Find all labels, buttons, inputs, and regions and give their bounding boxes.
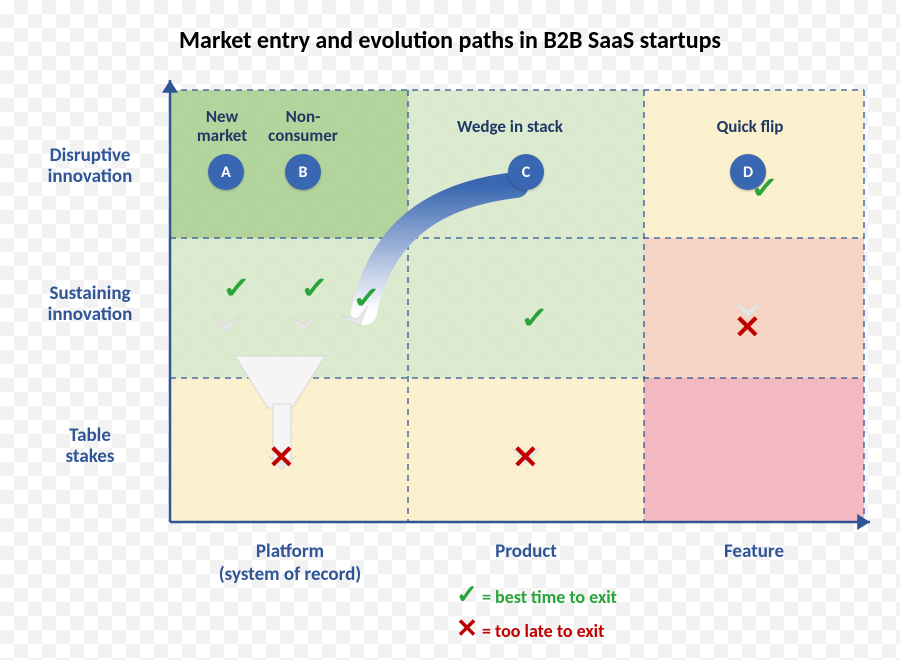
col-label-platform: Platform(system of record) bbox=[180, 540, 400, 586]
cell-label: Wedge in stack bbox=[440, 118, 580, 137]
legend-row: ✓= best time to exit bbox=[452, 578, 617, 610]
cross-icon: ✕ bbox=[452, 612, 482, 644]
row-label-table: Tablestakes bbox=[15, 426, 165, 468]
cell-table-feature bbox=[644, 378, 864, 522]
check-icon: ✓ bbox=[352, 280, 381, 317]
node-C: C bbox=[508, 154, 544, 190]
legend-row: ✕= too late to exit bbox=[452, 612, 604, 644]
cross-icon: ✕ bbox=[512, 438, 539, 477]
col-label-feature: Feature bbox=[644, 540, 864, 563]
node-B: B bbox=[285, 154, 321, 190]
check-icon: ✓ bbox=[300, 270, 329, 307]
cross-icon: ✕ bbox=[734, 308, 761, 347]
cell-label: Quick flip bbox=[680, 118, 820, 137]
check-icon: ✓ bbox=[222, 270, 251, 307]
check-icon: ✓ bbox=[750, 170, 779, 207]
col-label-product: Product bbox=[416, 540, 636, 563]
legend-text: = best time to exit bbox=[482, 586, 617, 608]
cell-label: Non-consumer bbox=[233, 108, 373, 145]
cross-icon: ✕ bbox=[268, 438, 295, 477]
legend-text: = too late to exit bbox=[482, 620, 604, 642]
node-A: A bbox=[208, 154, 244, 190]
check-icon: ✓ bbox=[520, 300, 549, 337]
row-label-disruptive: Disruptiveinnovation bbox=[15, 146, 165, 188]
row-label-sustaining: Sustaininginnovation bbox=[15, 284, 165, 326]
diagram-stage: Market entry and evolution paths in B2B … bbox=[0, 0, 900, 660]
check-icon: ✓ bbox=[452, 578, 482, 610]
